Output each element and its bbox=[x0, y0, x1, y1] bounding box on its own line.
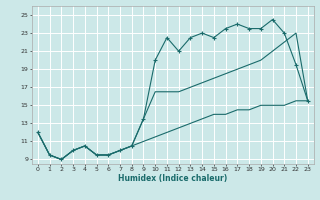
X-axis label: Humidex (Indice chaleur): Humidex (Indice chaleur) bbox=[118, 174, 228, 183]
